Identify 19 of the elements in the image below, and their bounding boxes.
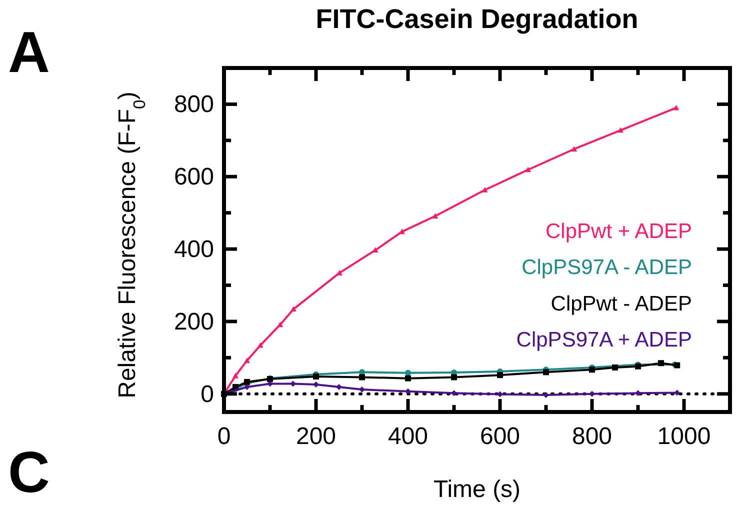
y-tick-label: 200 xyxy=(174,308,214,336)
series-label: ClpPS97A + ADEP xyxy=(516,328,692,352)
x-tick-label: 600 xyxy=(480,423,520,450)
y-tick-label: 600 xyxy=(174,164,214,191)
text: ClpPwt + ADEP xyxy=(546,220,692,243)
x-tick-label: 1000 xyxy=(657,423,711,450)
y-tick-label: 0 xyxy=(200,380,214,408)
x-tick-label: 0 xyxy=(217,423,231,450)
x-tick-label: 400 xyxy=(388,423,428,450)
x-tick-label: 800 xyxy=(572,423,612,450)
text: ClpPS97A - ADEP xyxy=(522,256,692,280)
x-axis-title: Time (s) xyxy=(433,476,521,503)
text: C xyxy=(8,440,50,505)
x-tick-label: 200 xyxy=(296,423,336,450)
y-tick-label: 800 xyxy=(174,91,214,118)
chart-title: FITC-Casein Degradation xyxy=(316,4,638,34)
text: ClpPwt - ADEP xyxy=(550,292,692,316)
text: A xyxy=(8,20,50,85)
y-tick-label: 400 xyxy=(174,236,214,264)
